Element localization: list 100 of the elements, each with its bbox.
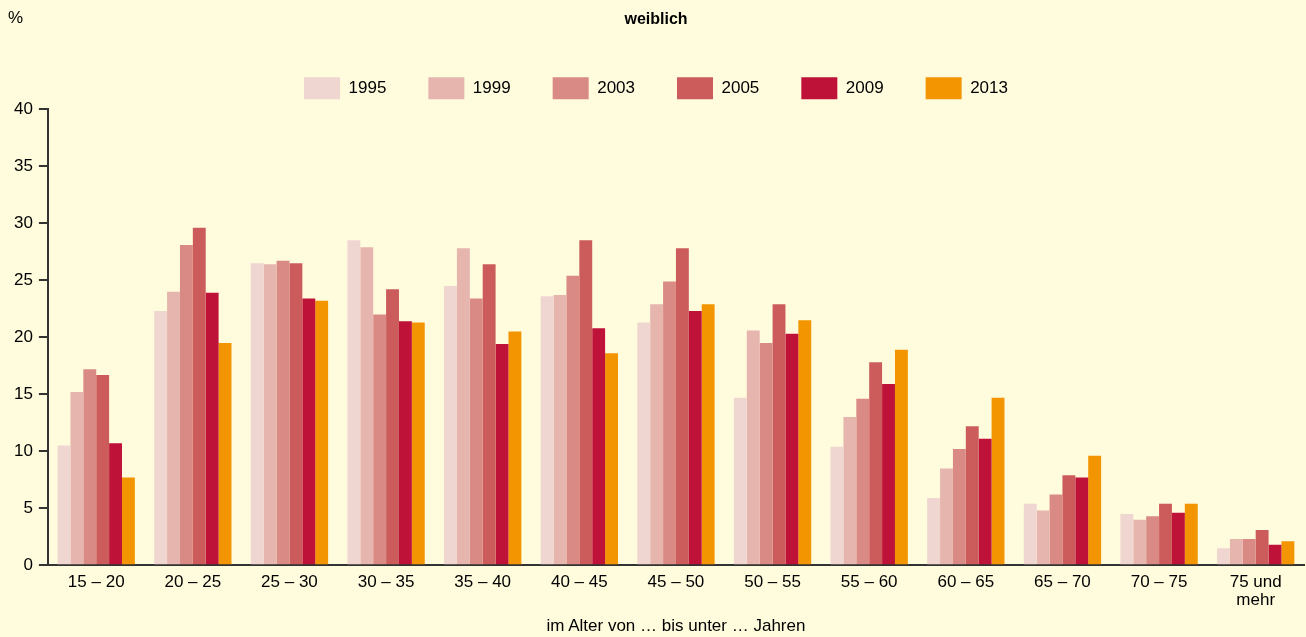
bar: [121, 477, 135, 565]
bar: [637, 322, 651, 565]
y-tick-label: 30: [13, 212, 33, 232]
x-tick-label: 45 – 50: [647, 571, 705, 591]
y-tick-label: 25: [13, 269, 33, 289]
bar: [96, 374, 110, 565]
x-tick-label: 60 – 65: [937, 571, 995, 591]
bar: [205, 292, 219, 565]
y-tick-label: 10: [13, 440, 33, 460]
y-tick-label: 5: [23, 497, 33, 517]
bar: [579, 240, 593, 565]
bar: [167, 291, 180, 565]
bar: [927, 498, 941, 565]
bar: [688, 311, 702, 565]
bar: [733, 397, 747, 565]
bar: [894, 349, 908, 565]
x-tick-label: 25 – 30: [261, 571, 318, 591]
bar: [57, 445, 71, 565]
bar: [772, 304, 786, 565]
bar: [540, 296, 554, 565]
legend-label: 2009: [845, 77, 884, 97]
bar: [360, 247, 374, 565]
bar: [650, 304, 664, 565]
bar: [830, 446, 844, 565]
legend-label: 1995: [348, 77, 387, 97]
bar: [978, 438, 992, 565]
bar: [1133, 519, 1147, 565]
bar: [289, 263, 303, 565]
bar: [965, 426, 979, 565]
bar: [701, 304, 715, 565]
legend-label: 2013: [970, 77, 1008, 97]
bar: [1075, 477, 1089, 565]
legend-label: 2003: [597, 77, 636, 97]
bar: [1146, 516, 1160, 565]
legend-label: 1999: [472, 77, 511, 97]
bar: [553, 295, 567, 565]
bar: [1217, 548, 1230, 565]
bar: [882, 384, 895, 565]
bar: [952, 449, 966, 565]
x-axis-title: im Alter von … bis unter … Jahren: [546, 616, 806, 636]
bar: [250, 263, 264, 565]
bar: [1171, 512, 1185, 565]
y-tick-label: 35: [13, 155, 33, 175]
y-tick-label: 20: [13, 326, 33, 346]
x-tick-label: 30 – 35: [357, 571, 415, 591]
bar: [1036, 510, 1050, 565]
x-tick-label: 50 – 55: [744, 571, 801, 591]
y-tick-label: 15: [13, 383, 33, 403]
x-tick-label: 15 – 20: [67, 571, 125, 591]
bar: [218, 342, 232, 565]
bar: [856, 398, 870, 565]
bar: [592, 328, 606, 565]
bar: [386, 289, 399, 565]
bar: [411, 322, 425, 565]
bar: [605, 353, 618, 565]
x-tick-label: 40 – 45: [550, 571, 608, 591]
bar: [1159, 503, 1172, 565]
bar: [263, 264, 277, 565]
bar: [1088, 455, 1102, 565]
bar: [566, 275, 580, 565]
bar: [1229, 539, 1243, 565]
bar: [179, 244, 193, 565]
bar: [785, 333, 799, 565]
bar: [315, 300, 329, 565]
bar: [1120, 513, 1134, 565]
bar: [746, 330, 760, 565]
bar: [154, 311, 168, 565]
x-tick-label: 65 – 70: [1034, 571, 1091, 591]
bar: [70, 391, 84, 565]
legend-label: 2005: [721, 77, 760, 97]
x-tick-label: 35 – 40: [454, 571, 512, 591]
x-tick-label: 70 – 75: [1130, 571, 1188, 591]
bar: [192, 227, 206, 565]
bar: [940, 468, 953, 565]
bar: [675, 248, 689, 565]
x-tick-label: 20 – 25: [164, 571, 222, 591]
bar: [1281, 541, 1295, 565]
x-tick-label: 75 und mehr: [1229, 571, 1282, 609]
x-tick-label: 55 – 60: [840, 571, 898, 591]
bar: [398, 321, 412, 565]
bar: [1255, 529, 1269, 565]
bar: [495, 344, 509, 565]
bar: [444, 285, 457, 565]
bar: [798, 320, 812, 565]
bar: [469, 298, 483, 565]
bar: [663, 281, 676, 565]
bar: [1242, 539, 1256, 565]
bar: [1268, 544, 1282, 565]
bar: [1062, 475, 1076, 565]
bar: [1049, 494, 1063, 565]
bar: [83, 369, 97, 565]
bar: [482, 264, 496, 565]
bar: [347, 240, 361, 565]
y-tick-label: 0: [23, 554, 33, 574]
bar: [302, 298, 316, 565]
y-tick-label: 40: [13, 98, 33, 118]
bar: [508, 331, 522, 565]
bar: [1023, 503, 1037, 565]
bar: [1184, 503, 1198, 565]
bar: [109, 443, 122, 565]
